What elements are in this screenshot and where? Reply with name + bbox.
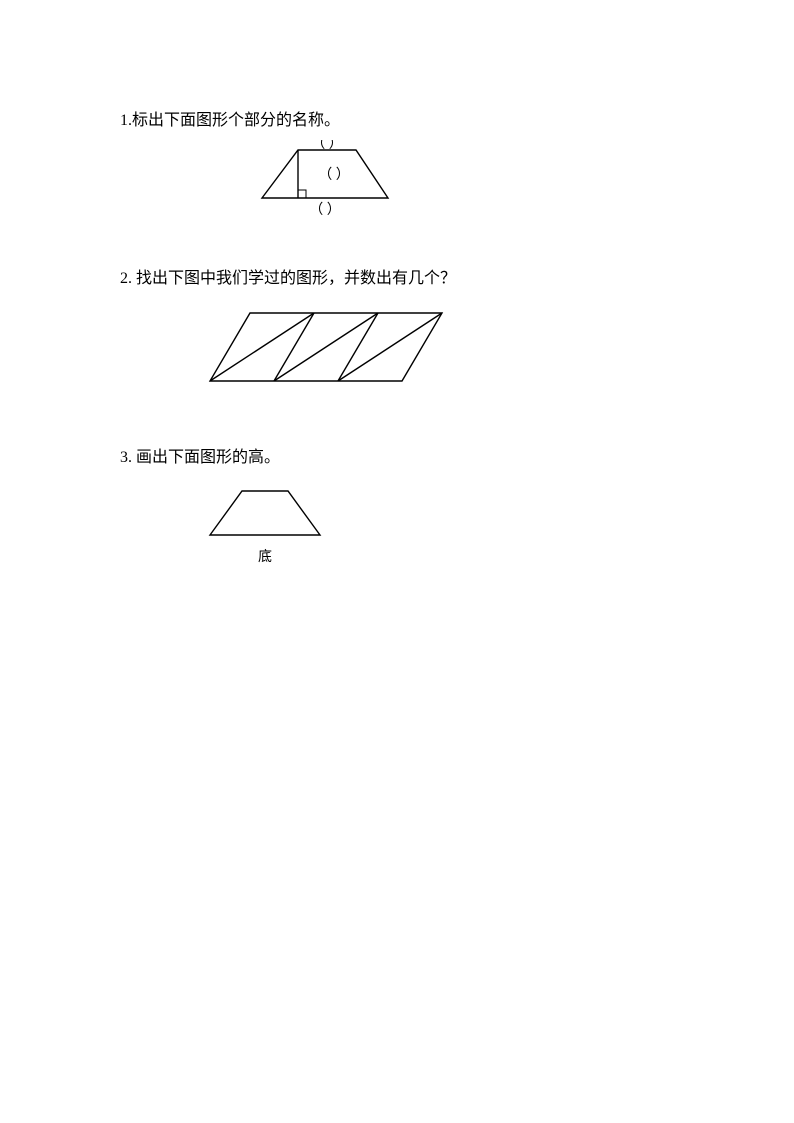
q1-figure: （ ） （ ） （ ） [120, 140, 680, 226]
q1-text: 1.标出下面图形个部分的名称。 [120, 108, 680, 134]
q1-body: 标出下面图形个部分的名称。 [132, 112, 340, 129]
worksheet-body: 1.标出下面图形个部分的名称。 （ ） （ ） （ ） 2. 找出下图中我们学过的图… [120, 108, 680, 599]
svg-text:底: 底 [258, 549, 272, 565]
svg-text:（ ）: （ ） [311, 140, 343, 152]
question-1: 1.标出下面图形个部分的名称。 （ ） （ ） （ ） [120, 108, 680, 226]
q3-figure: 底 [120, 481, 680, 571]
question-3: 3. 画出下面图形的高。 底 [120, 445, 680, 571]
q3-body: 画出下面图形的高。 [136, 449, 280, 466]
question-2: 2. 找出下图中我们学过的图形，并数出有几个？ [120, 266, 680, 396]
q2-text: 2. 找出下图中我们学过的图形，并数出有几个？ [120, 266, 680, 292]
svg-text:（ ）: （ ） [309, 202, 341, 218]
q2-body: 找出下图中我们学过的图形，并数出有几个？ [136, 270, 456, 287]
svg-text:（ ）: （ ） [318, 167, 350, 183]
q3-number: 3 [120, 449, 128, 466]
q1-number: 1 [120, 112, 128, 129]
q2-number: 2 [120, 270, 128, 287]
q3-text: 3. 画出下面图形的高。 [120, 445, 680, 471]
q2-figure [120, 303, 680, 395]
